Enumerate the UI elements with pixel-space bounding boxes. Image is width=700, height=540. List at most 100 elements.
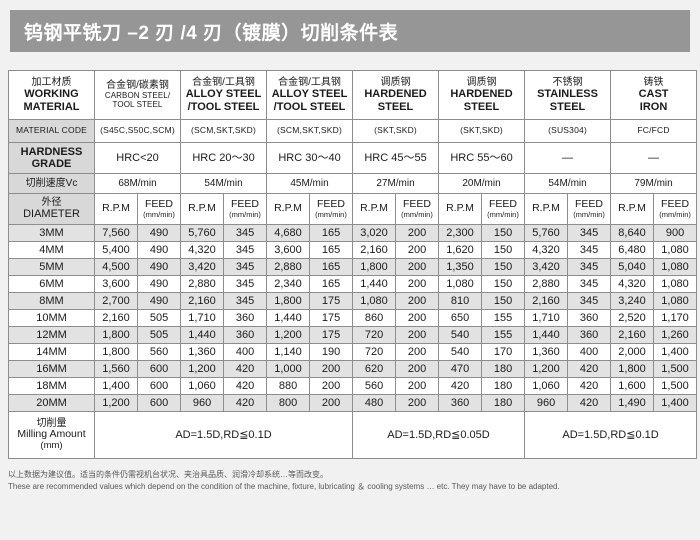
table-row: 8MM 2,700 490 2,160 345 1,800 175 1,080 200 810 15…: [8, 292, 698, 310]
diameter-value-3: 6MM: [8, 275, 95, 293]
feed-unit-4: (mm/min): [487, 209, 519, 219]
cell-rpm-r7-c12: 2,000: [610, 343, 655, 361]
material-column-header-3: 调质钢 HARDENED STEEL: [352, 70, 440, 120]
cell-feed-r5-c7: 200: [395, 309, 440, 327]
table-row: 20MM 1,200 600 960 420 800 200 480 200 360 180 960 4…: [8, 394, 698, 412]
material-en1-1: ALLOY STEEL: [185, 88, 262, 101]
hardness-label-2: GRADE: [31, 158, 72, 170]
cell-feed-r2-c11: 345: [567, 258, 612, 276]
material-code-2: (SCM,SKT,SKD): [266, 119, 354, 143]
cell-rpm-r4-c12: 3,240: [610, 292, 655, 310]
cell-feed-r1-c11: 345: [567, 241, 612, 259]
header-working-material: 加工材质 WORKING MATERIAL: [8, 70, 95, 120]
cell-feed-r7-c3: 400: [223, 343, 268, 361]
label-cutting-speed: 切削速度Vc: [8, 173, 95, 194]
material-code-1: (SCM,SKT,SKD): [180, 119, 268, 143]
cell-rpm-r4-c8: 810: [438, 292, 483, 310]
subheader-rpm-1: R.P.M: [180, 193, 225, 225]
cell-rpm-r4-c4: 1,800: [266, 292, 311, 310]
cell-rpm-r3-c2: 2,880: [180, 275, 225, 293]
cell-feed-r8-c1: 600: [136, 360, 182, 378]
cell-rpm-r8-c8: 470: [438, 360, 483, 378]
material-cn-5: 不锈钢: [552, 77, 583, 89]
cell-feed-r2-c1: 490: [136, 258, 182, 276]
cell-feed-r8-c3: 420: [223, 360, 268, 378]
cell-feed-r3-c3: 345: [223, 275, 268, 293]
material-en2-0: TOOL STEEL: [112, 99, 163, 109]
cell-feed-r0-c7: 200: [395, 224, 440, 242]
cell-rpm-r1-c4: 3,600: [266, 241, 311, 259]
cell-feed-r0-c1: 490: [136, 224, 182, 242]
cell-feed-r1-c7: 200: [395, 241, 440, 259]
cell-feed-r5-c3: 360: [223, 309, 268, 327]
diameter-value-7: 14MM: [8, 343, 95, 361]
cell-rpm-r8-c6: 620: [352, 360, 397, 378]
material-cn-0: 合金钢/碳素钢: [106, 80, 169, 92]
hardness-value-0: HRC<20: [93, 142, 182, 174]
material-column-header-1: 合金钢/工具钢 ALLOY STEEL/TOOL STEEL: [180, 70, 268, 120]
cell-feed-r9-c13: 1,500: [653, 377, 698, 395]
cell-rpm-r8-c0: 1,560: [94, 360, 138, 378]
cell-feed-r10-c7: 200: [395, 394, 440, 412]
cell-rpm-r6-c2: 1,440: [180, 326, 225, 344]
material-column-header-4: 调质钢 HARDENED STEEL: [438, 70, 526, 120]
cell-rpm-r0-c8: 2,300: [438, 224, 483, 242]
cell-feed-r5-c1: 505: [136, 309, 182, 327]
page-title-bar: 钨钢平铣刀 –2 刃 /4 刃（镀膜）切削条件表: [10, 10, 690, 52]
cell-rpm-r3-c12: 4,320: [610, 275, 655, 293]
cell-rpm-r7-c4: 1,140: [266, 343, 311, 361]
subheader-feed-2: FEED (mm/min): [309, 193, 354, 225]
cell-feed-r9-c5: 200: [309, 377, 354, 395]
material-cn-6: 铸铁: [643, 77, 664, 89]
cell-feed-r1-c13: 1,080: [653, 241, 698, 259]
cell-rpm-r0-c6: 3,020: [352, 224, 397, 242]
diameter-value-10: 20MM: [8, 394, 95, 412]
cell-feed-r5-c9: 155: [481, 309, 526, 327]
material-cn-1: 合金钢/工具钢: [192, 77, 255, 89]
cell-rpm-r0-c2: 5,760: [180, 224, 225, 242]
material-cn-3: 调质钢: [380, 77, 411, 89]
subheader-rpm-4: R.P.M: [438, 193, 483, 225]
cell-rpm-r10-c2: 960: [180, 394, 225, 412]
row-material-code: MATERIAL CODE (S45C,S50C,SCM) (SCM,SKT,SKD…: [8, 119, 698, 143]
cell-rpm-r8-c10: 1,200: [524, 360, 569, 378]
hardness-label-1: HARDNESS: [20, 145, 83, 158]
subheader-rpm-0: R.P.M: [94, 193, 138, 225]
cell-rpm-r5-c12: 2,520: [610, 309, 655, 327]
subheader-rpm-2: R.P.M: [266, 193, 311, 225]
cell-feed-r6-c7: 200: [395, 326, 440, 344]
hardness-value-2: HRC 30～40: [266, 142, 354, 174]
subheader-feed-6: FEED (mm/min): [653, 193, 698, 225]
cell-feed-r10-c13: 1,400: [653, 394, 698, 412]
cell-rpm-r0-c0: 7,560: [94, 224, 138, 242]
cell-rpm-r4-c10: 2,160: [524, 292, 569, 310]
diameter-value-8: 16MM: [8, 360, 95, 378]
cell-feed-r10-c9: 180: [481, 394, 526, 412]
diameter-value-1: 4MM: [8, 241, 95, 259]
cell-rpm-r0-c10: 5,760: [524, 224, 569, 242]
cell-rpm-r9-c0: 1,400: [94, 377, 138, 395]
material-en2-5: STEEL: [549, 100, 586, 113]
cell-feed-r6-c5: 175: [309, 326, 354, 344]
row-subheaders: 外径 DIAMETER R.P.M FEED (mm/min) R.P.M FEED (mm/…: [8, 193, 698, 225]
cell-feed-r1-c3: 345: [223, 241, 268, 259]
cell-feed-r2-c7: 200: [395, 258, 440, 276]
material-en1-5: STAINLESS: [537, 88, 598, 101]
cell-feed-r0-c11: 345: [567, 224, 612, 242]
cell-rpm-r5-c6: 860: [352, 309, 397, 327]
cell-rpm-r8-c4: 1,000: [266, 360, 311, 378]
milling-cn: 切削量: [36, 418, 67, 430]
cell-feed-r6-c1: 505: [136, 326, 182, 344]
cell-feed-r9-c1: 600: [136, 377, 182, 395]
material-en2-4: STEEL: [463, 100, 500, 113]
subheader-feed-1: FEED (mm/min): [223, 193, 268, 225]
cell-rpm-r9-c6: 560: [352, 377, 397, 395]
milling-amount-value-0: AD=1.5D,RD≦0.1D: [93, 411, 354, 459]
footer-notes: 以上数据为建议值。适当的条件仍需视机台状况、夹治具品质、润滑冷却系统…等而改变。…: [8, 469, 692, 494]
feed-label-3: FEED: [403, 197, 432, 210]
cell-feed-r10-c3: 420: [223, 394, 268, 412]
cell-rpm-r10-c6: 480: [352, 394, 397, 412]
cell-feed-r0-c5: 165: [309, 224, 354, 242]
cell-feed-r1-c9: 150: [481, 241, 526, 259]
cell-rpm-r7-c8: 540: [438, 343, 483, 361]
